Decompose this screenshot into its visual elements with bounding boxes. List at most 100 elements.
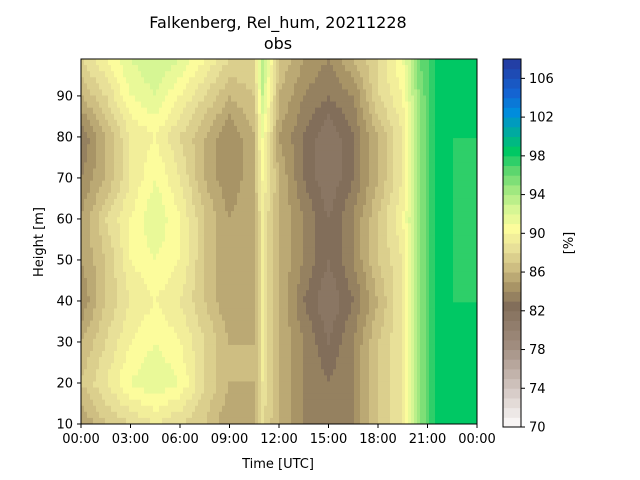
heatmap-cell (243, 344, 247, 352)
heatmap-cell (189, 278, 193, 285)
heatmap-cell (180, 259, 184, 267)
heatmap-cell (246, 162, 250, 170)
heatmap-cell (162, 284, 166, 291)
heatmap-cell (150, 344, 154, 352)
heatmap-cell (102, 351, 106, 358)
heatmap-cell (102, 119, 106, 127)
heatmap-cell (318, 144, 322, 151)
heatmap-cell (153, 351, 157, 358)
heatmap-cell (105, 241, 109, 249)
heatmap-cell (207, 217, 211, 224)
heatmap-cell (132, 132, 136, 139)
heatmap-cell (216, 320, 220, 328)
heatmap-cell (90, 223, 94, 230)
heatmap-cell (219, 198, 223, 206)
heatmap-cell (111, 259, 115, 267)
heatmap-cell (150, 205, 154, 212)
heatmap-cell (222, 284, 226, 291)
heatmap-cell (129, 314, 133, 322)
heatmap-cell (327, 253, 331, 261)
heatmap-cell (246, 211, 250, 218)
heatmap-cell (321, 259, 325, 267)
heatmap-cell (249, 95, 253, 103)
heatmap-cell (207, 132, 211, 139)
heatmap-cell (213, 247, 217, 255)
heatmap-cell (162, 229, 166, 237)
heatmap-cell (321, 95, 325, 103)
heatmap-cell (243, 381, 247, 389)
heatmap-cell (222, 113, 226, 121)
heatmap-cell (114, 344, 118, 352)
heatmap-cell (312, 132, 316, 139)
heatmap-cell (300, 89, 304, 97)
heatmap-cell (324, 71, 328, 78)
heatmap-cell (114, 168, 118, 176)
heatmap-cell (168, 247, 172, 255)
heatmap-cell (189, 308, 193, 316)
heatmap-cell (153, 326, 157, 334)
heatmap-cell (195, 168, 199, 176)
heatmap-cell (279, 253, 283, 261)
heatmap-cell (285, 89, 289, 97)
heatmap-cell (135, 65, 139, 72)
heatmap-cell (87, 265, 91, 273)
heatmap-cell (306, 265, 310, 273)
heatmap-cell (255, 314, 259, 322)
heatmap-cell (147, 284, 151, 291)
heatmap-cell (261, 101, 265, 109)
heatmap-cell (324, 308, 328, 316)
heatmap-cell (177, 314, 181, 322)
heatmap-cell (153, 101, 157, 109)
heatmap-cell (228, 357, 232, 364)
heatmap-cell (219, 205, 223, 212)
heatmap-cell (135, 168, 139, 176)
heatmap-cell (111, 150, 115, 157)
heatmap-cell (306, 162, 310, 170)
heatmap-cell (258, 393, 262, 401)
heatmap-cell (111, 138, 115, 145)
heatmap-cell (114, 150, 118, 157)
heatmap-cell (312, 65, 316, 72)
heatmap-cell (327, 387, 331, 395)
heatmap-cell (186, 357, 190, 364)
heatmap-cell (219, 278, 223, 285)
heatmap-cell (156, 302, 160, 310)
heatmap-cell (129, 205, 133, 212)
heatmap-cell (120, 83, 124, 91)
heatmap-cell (180, 186, 184, 194)
heatmap-cell (225, 278, 229, 285)
heatmap-cell (327, 338, 331, 346)
heatmap-cell (276, 168, 280, 176)
heatmap-cell (309, 259, 313, 267)
heatmap-cell (177, 168, 181, 176)
heatmap-cell (162, 180, 166, 188)
heatmap-cell (309, 89, 313, 97)
heatmap-cell (114, 369, 118, 376)
heatmap-cell (219, 320, 223, 328)
heatmap-cell (123, 381, 127, 389)
heatmap-cell (90, 399, 94, 407)
heatmap-cell (111, 83, 115, 91)
heatmap-cell (138, 296, 142, 303)
heatmap-cell (156, 168, 160, 176)
heatmap-cell (255, 302, 259, 310)
heatmap-cell (216, 375, 220, 383)
heatmap-cell (81, 405, 85, 413)
heatmap-cell (159, 326, 163, 334)
heatmap-cell (117, 156, 121, 164)
heatmap-cell (150, 241, 154, 249)
heatmap-cell (105, 205, 109, 212)
heatmap-cell (228, 150, 232, 157)
heatmap-cell (270, 332, 274, 340)
heatmap-cell (162, 186, 166, 194)
heatmap-cell (87, 332, 91, 340)
heatmap-cell (141, 369, 145, 376)
heatmap-cell (258, 180, 262, 188)
heatmap-cell (90, 387, 94, 395)
heatmap-cell (288, 150, 292, 157)
heatmap-cell (210, 265, 214, 273)
heatmap-cell (201, 77, 205, 84)
heatmap-cell (144, 363, 148, 370)
heatmap-cell (246, 399, 250, 407)
heatmap-cell (318, 375, 322, 383)
